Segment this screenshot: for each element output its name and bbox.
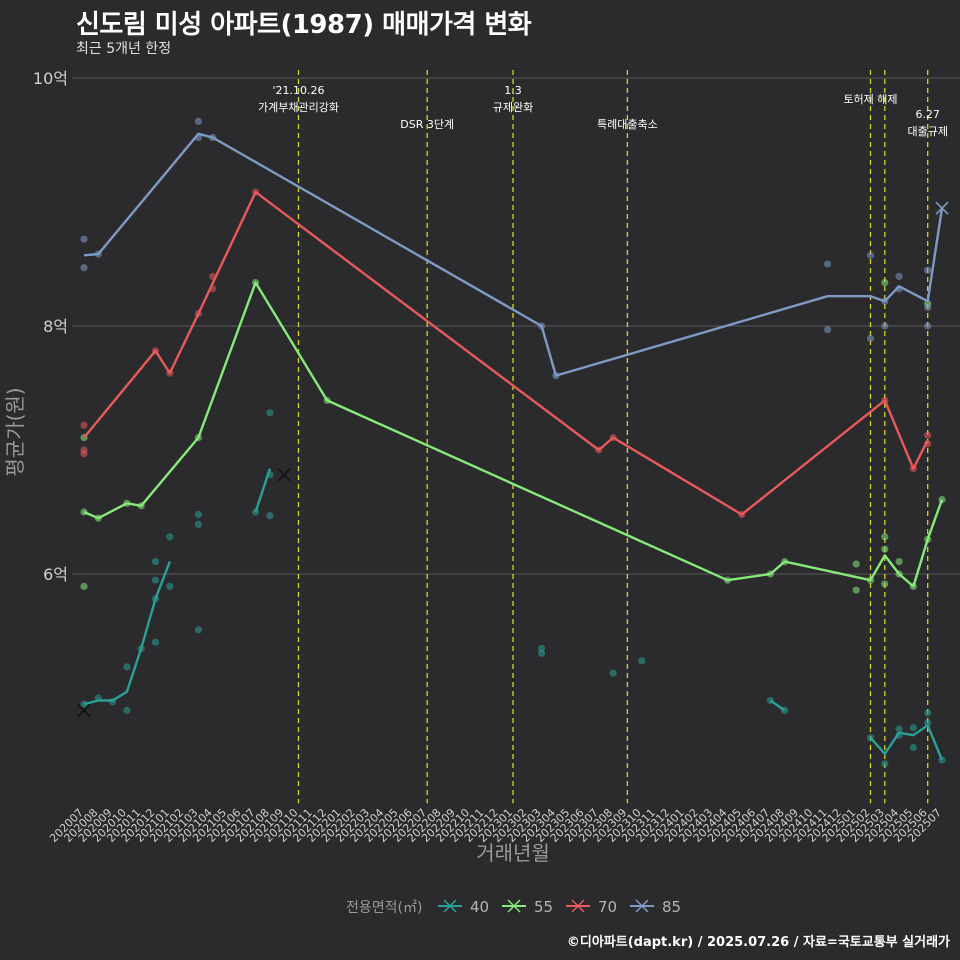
source-caption: ©디아파트(dapt.kr) / 2025.07.26 / 자료=국토교통부 실… xyxy=(566,935,950,950)
data-point-40 xyxy=(166,582,174,591)
data-point-40 xyxy=(194,520,202,529)
data-point-40 xyxy=(194,510,202,519)
x-axis-title: 거래년월 xyxy=(476,841,550,865)
policy-label: 특례대출축소 xyxy=(597,118,658,131)
data-point-70 xyxy=(80,450,88,458)
legend-label-70: 70 xyxy=(598,898,617,916)
policy-label: 1.3 xyxy=(504,84,522,97)
chart-subtitle: 최근 5개년 한정 xyxy=(76,41,172,57)
legend-marker-85 xyxy=(635,899,649,913)
cross-marker-40 xyxy=(277,468,291,482)
data-point-40 xyxy=(151,576,160,584)
data-point-55 xyxy=(895,558,903,566)
data-point-40 xyxy=(609,669,617,677)
data-point-55 xyxy=(881,279,889,287)
y-axis-title: 평균가(원) xyxy=(3,387,27,476)
y-tick-label: 6억 xyxy=(43,565,68,584)
chart-title: 신도림 미성 아파트(1987) 매매가격 변화 xyxy=(76,10,532,40)
data-point-85 xyxy=(924,303,932,311)
legend-label-85: 85 xyxy=(662,898,681,916)
axis-layer: 6억8억10억202007202008202009202010202011202… xyxy=(3,69,944,865)
data-point-85 xyxy=(194,117,202,125)
data-point-40 xyxy=(881,760,889,768)
data-point-85 xyxy=(866,251,875,259)
data-point-40 xyxy=(194,626,202,634)
series-line-40 xyxy=(254,468,272,513)
policy-label: '21.10.26 xyxy=(272,84,324,97)
series-line-40 xyxy=(869,724,944,761)
policy-label: 토허제 해제 xyxy=(843,92,897,106)
data-point-55 xyxy=(881,533,889,541)
legend-marker-55 xyxy=(507,899,521,913)
data-point-55 xyxy=(881,580,889,588)
data-point-40 xyxy=(538,649,546,657)
legend-title: 전용면적(㎡) xyxy=(346,900,422,916)
series-layer xyxy=(77,117,949,768)
legend: 전용면적(㎡) 40 55 70 85 xyxy=(346,898,681,916)
data-point-85 xyxy=(824,326,832,334)
data-point-85 xyxy=(80,235,88,243)
data-point-40 xyxy=(924,719,932,727)
data-point-85 xyxy=(924,322,932,330)
policy-label: 규제완화 xyxy=(493,101,533,114)
data-point-40 xyxy=(909,744,918,752)
legend-label-40: 40 xyxy=(470,898,489,916)
data-point-40 xyxy=(151,558,160,566)
data-point-40 xyxy=(924,709,932,717)
series-line-40 xyxy=(83,561,171,706)
policy-label: 가계부채관리강화 xyxy=(258,101,339,114)
data-point-40 xyxy=(166,533,174,541)
data-point-85 xyxy=(80,264,88,272)
data-point-40 xyxy=(538,644,546,653)
data-point-85 xyxy=(895,272,903,280)
data-point-70 xyxy=(80,421,88,429)
data-point-55 xyxy=(852,560,860,568)
policy-label: DSR 3단계 xyxy=(400,118,454,131)
data-point-85 xyxy=(824,260,832,268)
data-point-55 xyxy=(80,582,88,591)
y-tick-label: 8억 xyxy=(43,317,68,336)
series-line-85 xyxy=(83,132,944,377)
data-point-85 xyxy=(924,266,932,274)
data-point-40 xyxy=(123,706,131,715)
y-tick-label: 10억 xyxy=(33,69,68,88)
series-line-40 xyxy=(769,699,786,712)
data-point-55 xyxy=(852,586,860,594)
data-point-85 xyxy=(881,322,889,330)
data-point-40 xyxy=(909,724,918,732)
cross-marker-85 xyxy=(935,201,949,215)
data-point-40 xyxy=(266,409,274,417)
data-point-40 xyxy=(123,663,131,671)
cross-marker-40 xyxy=(77,703,91,717)
grid-layer xyxy=(72,77,960,575)
data-point-40 xyxy=(266,512,274,520)
policy-label: 대출규제 xyxy=(907,125,947,138)
data-point-70 xyxy=(924,431,932,439)
data-point-85 xyxy=(866,334,875,342)
policy-label: 6.27 xyxy=(915,108,940,121)
data-point-40 xyxy=(638,657,646,665)
legend-marker-70 xyxy=(571,899,585,913)
data-point-40 xyxy=(151,638,160,646)
legend-label-55: 55 xyxy=(534,898,553,916)
series-line-70 xyxy=(83,190,929,516)
data-point-40 xyxy=(895,725,903,733)
legend-marker-40 xyxy=(443,899,457,913)
series-line-55 xyxy=(83,281,944,588)
data-point-55 xyxy=(881,545,889,553)
data-point-40 xyxy=(80,700,88,708)
